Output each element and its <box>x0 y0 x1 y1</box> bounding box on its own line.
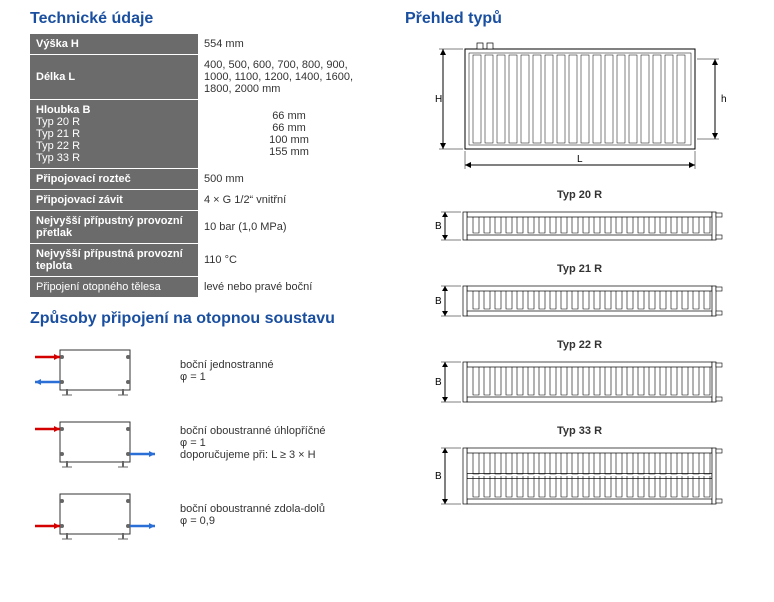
type-section-icon: B <box>425 278 735 324</box>
svg-text:B: B <box>435 221 442 232</box>
type-section-icon: B <box>425 440 735 512</box>
type-title: Typ 20 R <box>405 189 754 201</box>
conn-icon <box>30 414 160 472</box>
conn-icon <box>30 342 160 400</box>
conn-icon <box>30 486 160 544</box>
types-list: Typ 20 R B Typ 21 R B Typ 22 R B Typ 33 R B <box>405 189 754 515</box>
svg-text:B: B <box>435 296 442 307</box>
type-section-icon: B <box>425 354 735 410</box>
type-title: Typ 21 R <box>405 263 754 275</box>
conn-desc: boční oboustranné zdola-dolůφ = 0,9 <box>180 503 325 527</box>
conn-heading: Způsoby připojení na otopnou soustavu <box>30 310 380 328</box>
main-diagram: H h L <box>405 34 754 177</box>
tech-heading: Technické údaje <box>30 10 380 28</box>
type-section-icon: B <box>425 204 735 248</box>
type-title: Typ 33 R <box>405 425 754 437</box>
types-heading: Přehled typů <box>405 10 754 28</box>
type-title: Typ 22 R <box>405 339 754 351</box>
svg-text:B: B <box>435 377 442 388</box>
connections-list: boční jednostrannéφ = 1 boční oboustrann… <box>30 342 380 544</box>
spec-table: Výška H554 mmDélka L400, 500, 600, 700, … <box>30 34 380 298</box>
svg-text:B: B <box>435 471 442 482</box>
conn-desc: boční oboustranné úhlopříčnéφ = 1doporuč… <box>180 425 326 461</box>
radiator-front-icon: H h L <box>425 34 735 174</box>
svg-text:h: h <box>721 94 727 105</box>
conn-desc: boční jednostrannéφ = 1 <box>180 359 274 383</box>
svg-text:L: L <box>577 154 583 165</box>
svg-text:H: H <box>435 94 442 105</box>
